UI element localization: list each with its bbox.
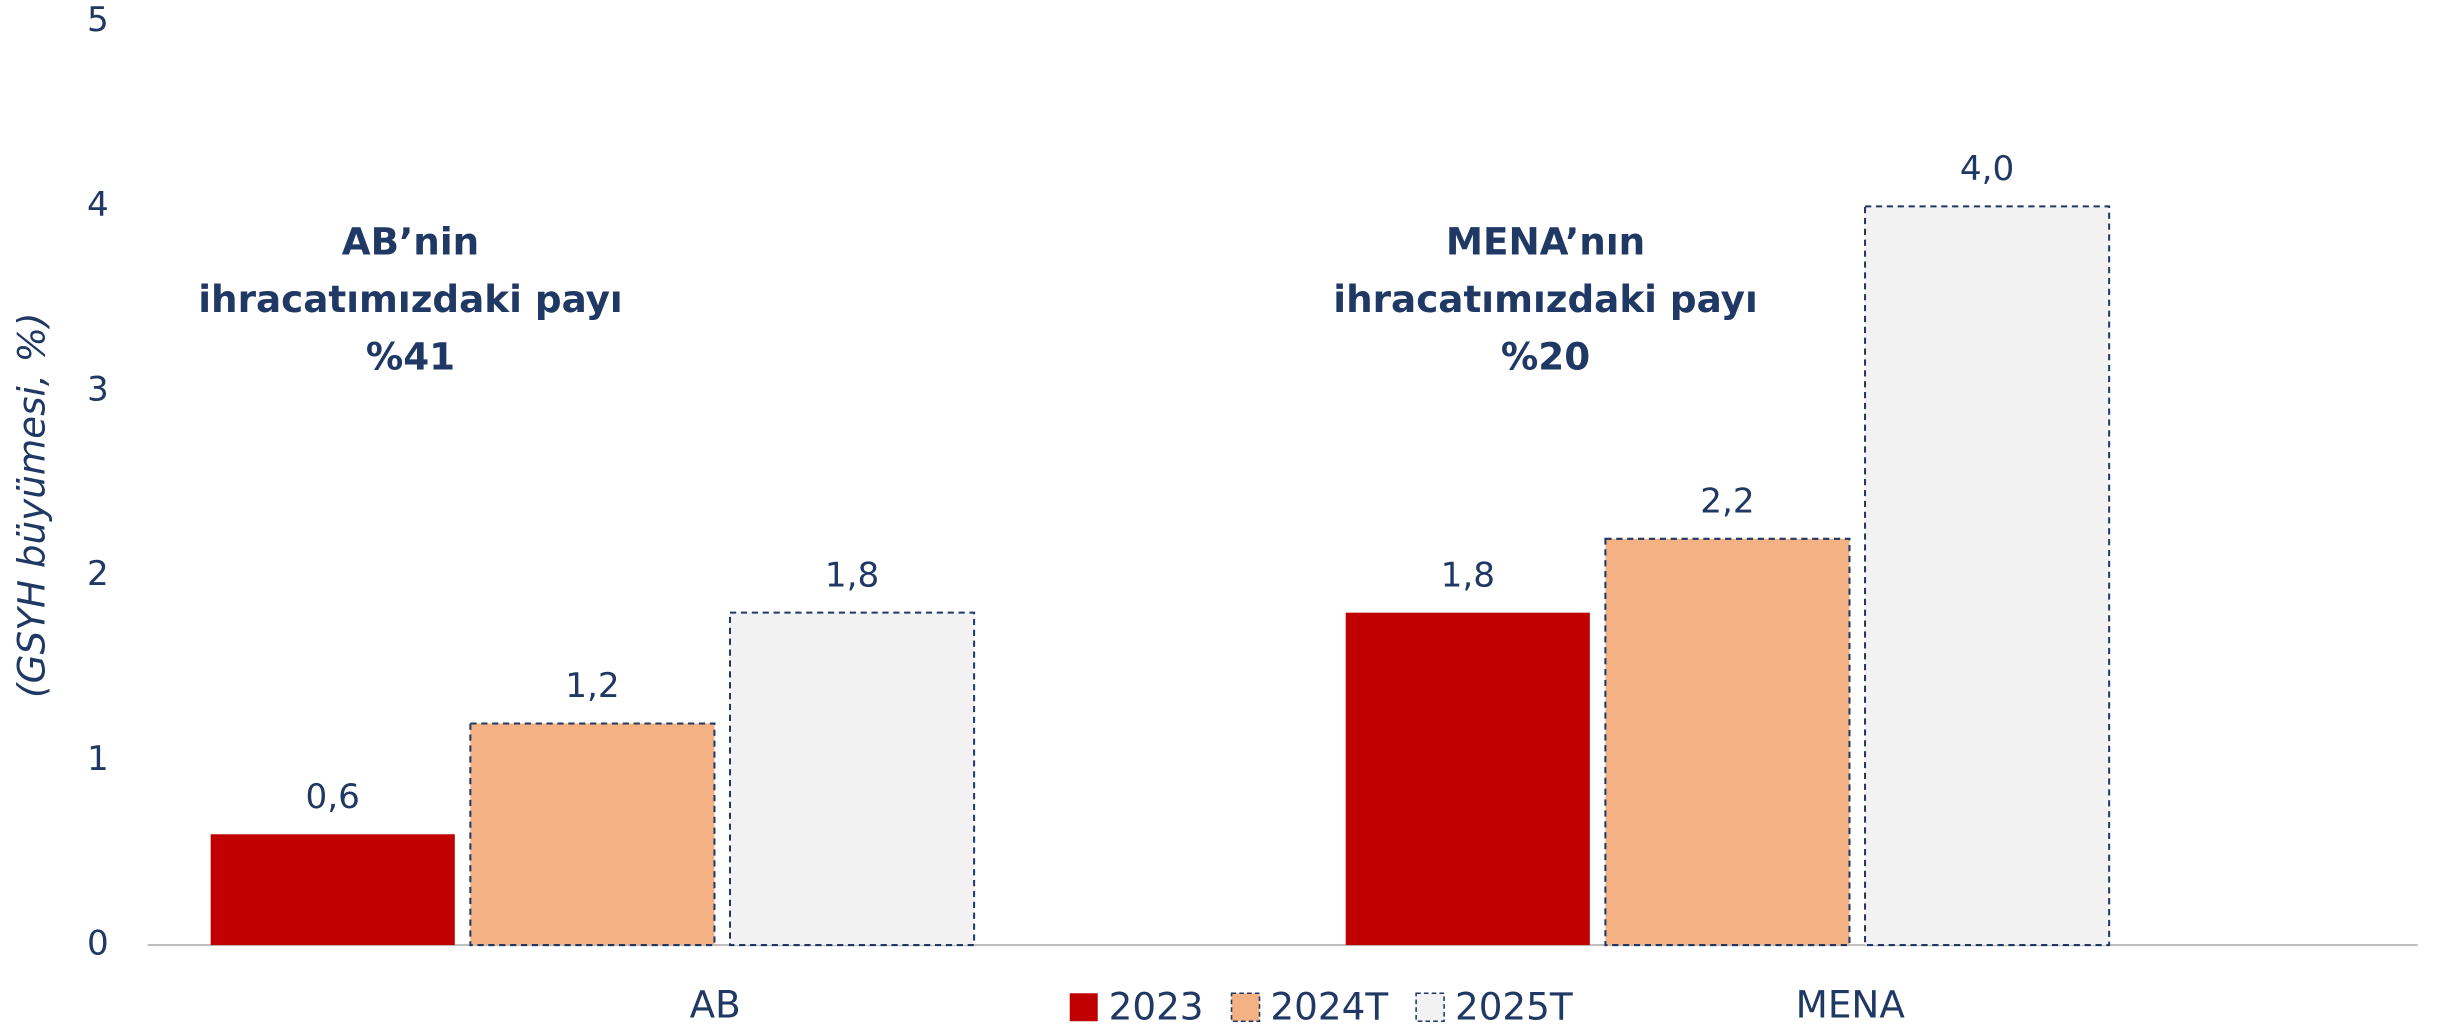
x-tick-label: AB: [690, 983, 741, 1027]
y-axis-label: (GSYH büyümesi, %): [10, 312, 54, 698]
annotation: MENA’nın: [1446, 220, 1645, 264]
annotation: %20: [1501, 335, 1590, 379]
legend-swatch: [1230, 992, 1261, 1023]
annotation: ihracatımızdaki payı: [198, 277, 622, 321]
y-tick-label: 5: [87, 0, 109, 40]
value-label: 2,2: [1700, 482, 1754, 522]
bar: [1345, 612, 1590, 946]
annotation: %41: [366, 335, 455, 379]
y-tick-label: 2: [87, 554, 109, 594]
bar: [1864, 205, 2111, 947]
bar: [210, 834, 455, 946]
value-label: 0,6: [306, 777, 360, 817]
legend-swatch: [1415, 992, 1445, 1023]
legend-label: 2023: [1109, 984, 1204, 1028]
y-tick-label: 1: [87, 739, 109, 779]
y-tick-label: 0: [87, 924, 109, 964]
annotation: ihracatımızdaki payı: [1333, 277, 1757, 321]
y-tick-label: 3: [87, 370, 109, 410]
legend-label: 2025T: [1455, 984, 1573, 1028]
legend-label: 2024T: [1270, 984, 1388, 1028]
bar: [469, 722, 716, 947]
x-tick-label: MENA: [1796, 983, 1906, 1027]
value-label: 1,8: [1441, 555, 1495, 595]
annotation: AB’nin: [342, 220, 479, 264]
value-label: 1,2: [565, 666, 619, 706]
value-label: 1,8: [825, 555, 879, 595]
bar: [728, 611, 976, 947]
value-label: 4,0: [1960, 149, 2014, 189]
legend-swatch: [1069, 993, 1098, 1022]
bar: [1604, 537, 1851, 947]
y-tick-label: 4: [87, 185, 109, 225]
